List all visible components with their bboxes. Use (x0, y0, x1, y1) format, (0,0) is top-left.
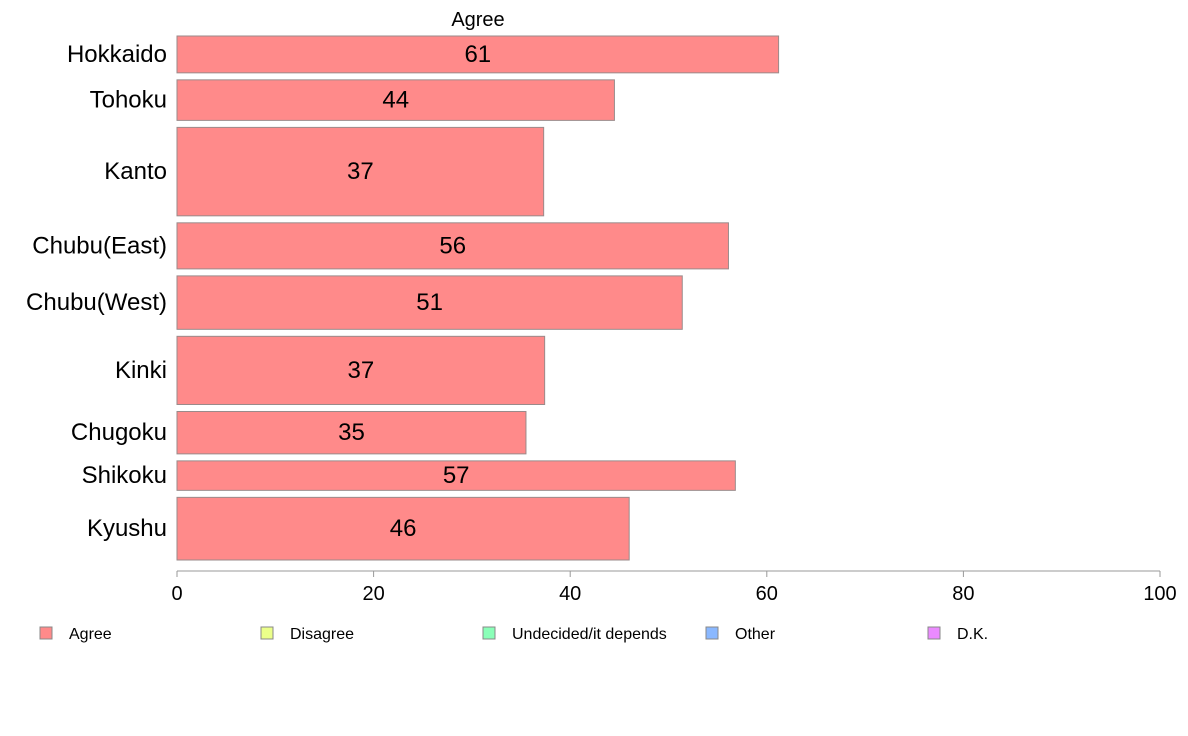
legend: Agree Disagree Undecided/it depends Other D.… (39, 626, 988, 643)
category-label: Kinki (115, 357, 167, 384)
data-label: 37 (347, 357, 374, 384)
legend-swatch (705, 626, 719, 640)
legend-label: Undecided/it depends (512, 626, 667, 643)
legend-label: D.K. (957, 626, 988, 643)
data-label: 35 (338, 419, 365, 446)
legend-swatch (260, 626, 274, 640)
bar-tohoku (176, 79, 615, 121)
legend-swatch (39, 626, 53, 640)
category-label: Hokkaido (67, 41, 167, 68)
bars-group: 61 Hokkaido 44 Tohoku 37 Kanto 56 Chubu(East) 51… (26, 35, 780, 561)
category-label: Kyushu (87, 515, 167, 542)
category-label: Chubu(West) (26, 289, 167, 316)
bar-kyushu (176, 496, 630, 561)
x-axis: 0 20 40 60 80 100 (171, 570, 1177, 605)
legend-swatch (927, 626, 941, 640)
legend-label: Agree (69, 626, 112, 643)
bar-kanto (176, 126, 545, 217)
data-label: 46 (390, 515, 417, 542)
x-tick-label: 80 (952, 583, 974, 605)
bar-shikoku (176, 460, 736, 491)
x-tick-label: 100 (1143, 583, 1176, 605)
category-label: Tohoku (90, 87, 167, 114)
data-label: 57 (443, 462, 470, 489)
data-label: 37 (347, 158, 374, 185)
legend-swatch (482, 626, 496, 640)
bar-chugoku (176, 410, 527, 455)
category-label: Chugoku (71, 419, 167, 446)
x-tick-label: 20 (362, 583, 384, 605)
category-label: Shikoku (82, 462, 167, 489)
x-tick-label: 0 (171, 583, 182, 605)
bar-chubu-east- (176, 222, 729, 270)
x-tick-label: 60 (756, 583, 778, 605)
bar-chubu-west- (176, 275, 683, 330)
bar-hokkaido (176, 35, 780, 74)
x-tick-label: 40 (559, 583, 581, 605)
legend-label: Other (735, 626, 776, 643)
category-label: Kanto (104, 158, 167, 185)
category-label: Chubu(East) (32, 232, 167, 259)
data-label: 44 (382, 87, 409, 114)
data-label: 51 (416, 289, 443, 316)
legend-label: Disagree (290, 626, 354, 643)
bar-kinki (176, 335, 546, 405)
data-label: 56 (439, 232, 466, 259)
data-label: 61 (464, 41, 491, 68)
chart-title: Agree (451, 9, 504, 31)
